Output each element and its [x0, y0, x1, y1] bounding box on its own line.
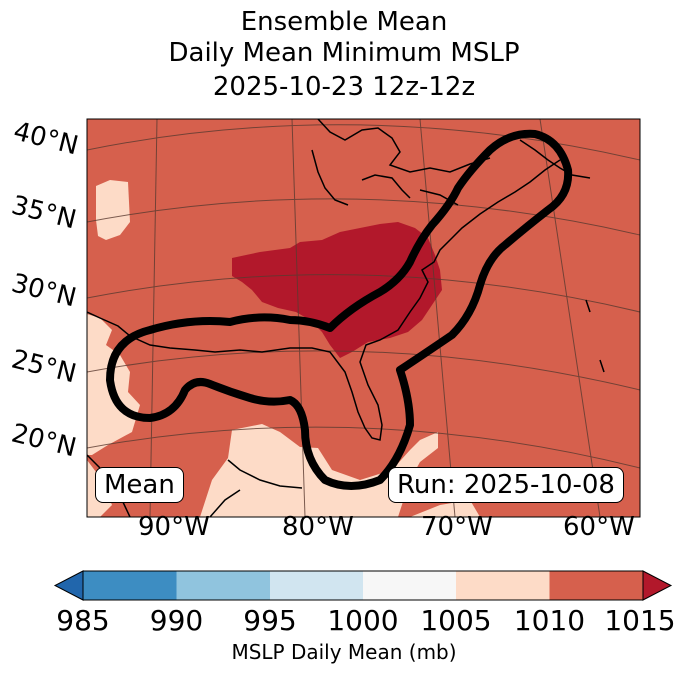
- title-line-3: 2025-10-23 12z-12z: [212, 72, 476, 102]
- colorbar-tick-1000: 1000: [327, 604, 399, 637]
- colorbar-tick-1005: 1005: [420, 604, 492, 637]
- colorbar-max-extend: [642, 570, 673, 601]
- colorbar-seg-985-990: [83, 571, 177, 600]
- lon-label-60w: 60°W: [563, 512, 635, 542]
- colorbar-seg-990-995: [176, 571, 270, 600]
- colorbar-seg-1010-1015: [549, 571, 643, 600]
- colorbar-seg-995-1000: [270, 571, 363, 600]
- graticule: [87, 119, 640, 517]
- map-frame: [86, 118, 641, 518]
- colorbar-tick-985: 985: [56, 604, 110, 637]
- colorbar-tick-995: 995: [243, 604, 297, 637]
- run-date-box: Run: 2025-10-08: [388, 467, 624, 503]
- title-line-1: Ensemble Mean: [240, 7, 448, 37]
- colorbar-tick-990: 990: [149, 604, 204, 637]
- lon-label-90w: 90°W: [138, 512, 210, 542]
- colorbar-seg-1000-1005: [363, 571, 456, 600]
- colorbar-label: MSLP Daily Mean (mb): [231, 640, 457, 664]
- probability-contour: [106, 129, 573, 490]
- title-line-2: Daily Mean Minimum MSLP: [168, 38, 520, 68]
- colorbar-tick-1010: 1010: [513, 604, 586, 637]
- lon-label-70w: 70°W: [421, 512, 493, 542]
- lon-label-80w: 80°W: [282, 512, 354, 542]
- mean-label-box: Mean: [95, 467, 184, 503]
- pressure-band-above-1015: [232, 222, 442, 358]
- colorbar-min-extend: [53, 570, 84, 601]
- colorbar-tick-1015: 1015: [604, 604, 676, 637]
- colorbar-seg-1005-1010: [456, 571, 550, 600]
